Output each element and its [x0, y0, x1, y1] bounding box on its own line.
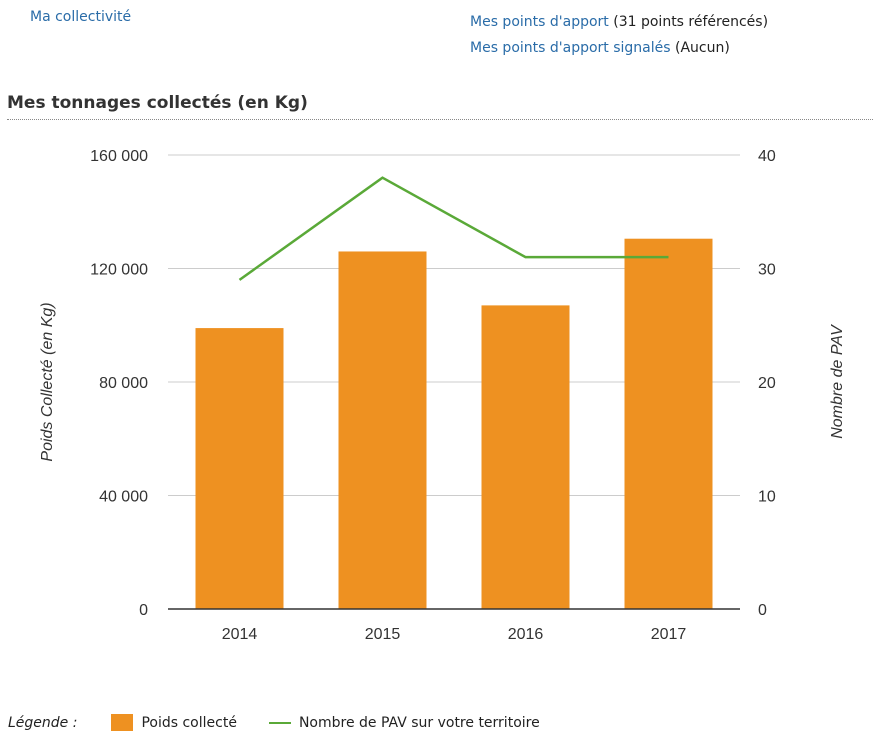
y-tick-label: 160 000: [90, 148, 148, 165]
y2-tick-label: 0: [758, 602, 767, 619]
x-tick-label: 2016: [508, 626, 544, 643]
y-tick-label: 80 000: [99, 375, 148, 392]
ma-collectivite-link[interactable]: Ma collectivité: [30, 9, 132, 25]
y-tick-label: 0: [139, 602, 148, 619]
y-tick-label: 40 000: [99, 489, 148, 506]
legend: Légende : Poids collecté Nombre de PAV s…: [8, 714, 540, 731]
bar-2015: [338, 251, 427, 609]
points-apport-count: (31 points référencés): [613, 14, 769, 30]
y2-tick-label: 40: [758, 148, 776, 165]
y2-tick-label: 10: [758, 489, 776, 506]
y-axis-title: Poids Collecté (en Kg): [39, 302, 56, 461]
x-tick-label: 2015: [365, 626, 401, 643]
y-tick-label: 120 000: [90, 262, 148, 279]
points-apport-link[interactable]: Mes points d'apport: [470, 14, 609, 30]
y2-tick-label: 30: [758, 262, 776, 279]
pav-line: [238, 176, 669, 281]
x-tick-label: 2017: [651, 626, 687, 643]
y2-tick-label: 20: [758, 375, 776, 392]
section-title: Mes tonnages collectés (en Kg): [7, 93, 873, 120]
points-signales-link[interactable]: Mes points d'apport signalés: [470, 40, 671, 56]
points-signales-count: (Aucun): [675, 40, 730, 56]
points-apport-links: Mes points d'apport (31 points référencé…: [470, 9, 768, 61]
bar-2014: [195, 328, 284, 609]
legend-line-label: Nombre de PAV sur votre territoire: [298, 714, 540, 731]
legend-bar-swatch: [111, 714, 134, 731]
bar-2017: [624, 238, 713, 610]
legend-line-swatch: [268, 721, 291, 724]
bar-2016: [481, 305, 570, 609]
legend-label: Légende :: [8, 714, 78, 731]
x-tick-label: 2014: [222, 626, 258, 643]
tonnage-chart: 0 0 40 000 10 80 000 20 120 000 30 160 000 40 2014…: [39, 148, 846, 643]
y2-axis-title: Nombre de PAV: [829, 324, 846, 439]
legend-bar-label: Poids collecté: [141, 714, 237, 731]
